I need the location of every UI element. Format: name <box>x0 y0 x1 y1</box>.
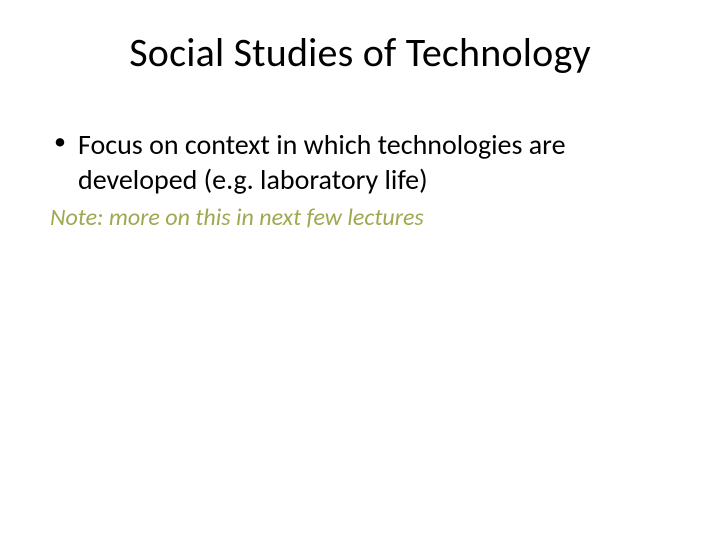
note-text: Note: more on this in next few lectures <box>50 203 670 232</box>
slide-container: Social Studies of Technology Focus on co… <box>0 0 720 540</box>
bullet-list: Focus on context in which technologies a… <box>50 127 670 197</box>
bullet-item: Focus on context in which technologies a… <box>50 127 670 197</box>
slide-title: Social Studies of Technology <box>50 28 670 77</box>
